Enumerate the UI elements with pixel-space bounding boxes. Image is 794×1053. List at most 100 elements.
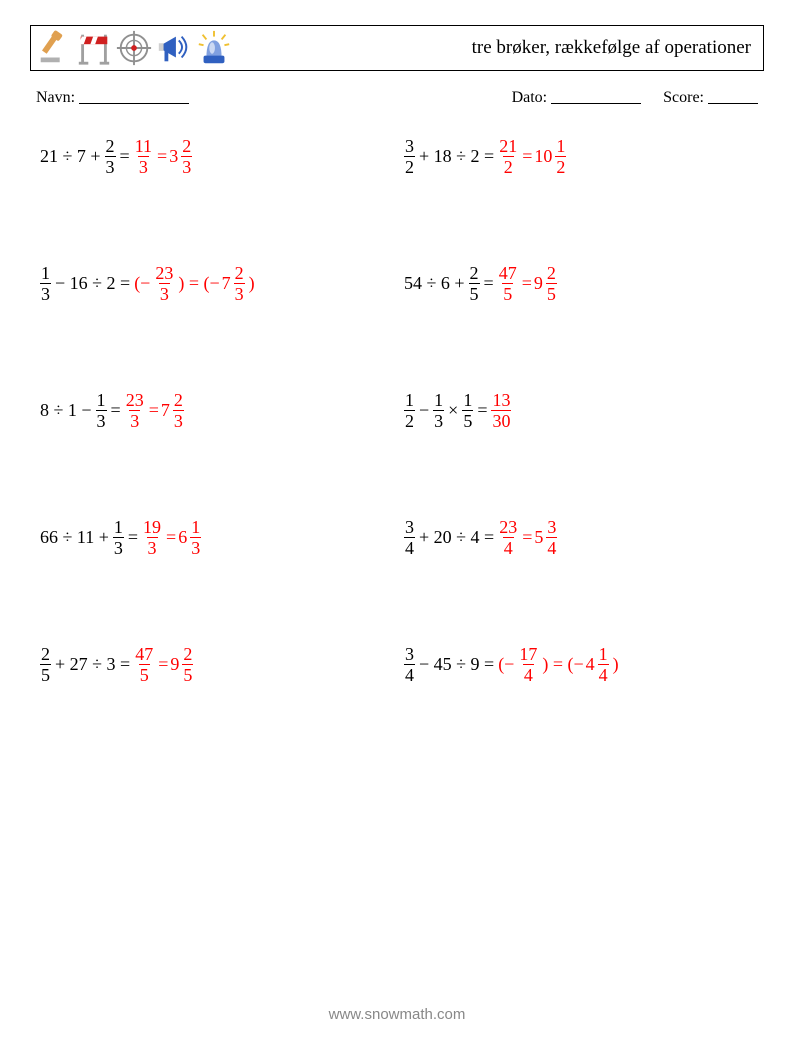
- fraction: 23: [105, 137, 116, 176]
- denominator: 3: [181, 156, 192, 176]
- problem-3: 13 − 16 ÷ 2 = (−233) = (−723): [38, 264, 392, 303]
- mixed-number: 723: [222, 264, 247, 303]
- denominator: 4: [546, 537, 557, 557]
- question-text: =: [484, 273, 494, 294]
- fraction: 13: [433, 391, 444, 430]
- fraction: 475: [134, 645, 154, 684]
- fraction: 34: [546, 518, 557, 557]
- fraction: 25: [546, 264, 557, 303]
- denominator: 3: [138, 156, 149, 176]
- denominator: 3: [129, 410, 140, 430]
- numerator: 19: [142, 518, 162, 537]
- answer-text: =: [157, 146, 167, 167]
- fraction: 34: [404, 518, 415, 557]
- megaphone-icon: [155, 29, 193, 67]
- denominator: 4: [503, 537, 514, 557]
- denominator: 3: [159, 283, 170, 303]
- question-text: + 20 ÷ 4 =: [419, 527, 494, 548]
- fraction: 14: [598, 645, 609, 684]
- denominator: 2: [404, 410, 415, 430]
- fraction: 233: [125, 391, 145, 430]
- denominator: 5: [469, 283, 480, 303]
- hurdle-icon: [75, 29, 113, 67]
- mixed-number: 323: [169, 137, 194, 176]
- numerator: 1: [462, 391, 473, 410]
- date-blank[interactable]: [551, 89, 641, 104]
- whole-part: 9: [170, 654, 179, 675]
- denominator: 5: [40, 664, 51, 684]
- score-label: Score:: [663, 89, 704, 107]
- numerator: 3: [546, 518, 557, 537]
- numerator: 1: [96, 391, 107, 410]
- numerator: 1: [598, 645, 609, 664]
- fraction: 23: [181, 137, 192, 176]
- fraction: 13: [96, 391, 107, 430]
- problem-8: 34 + 20 ÷ 4 = 234 = 534: [402, 518, 756, 557]
- answer-text: =: [149, 400, 159, 421]
- numerator: 1: [190, 518, 201, 537]
- numerator: 3: [404, 645, 415, 664]
- denominator: 5: [139, 664, 150, 684]
- question-text: + 18 ÷ 2 =: [419, 146, 494, 167]
- question-text: 21 ÷ 7 +: [40, 146, 101, 167]
- fraction: 193: [142, 518, 162, 557]
- problem-9: 25 + 27 ÷ 3 = 475 = 925: [38, 645, 392, 684]
- problem-4: 54 ÷ 6 + 25 = 475 = 925: [402, 264, 756, 303]
- numerator: 47: [134, 645, 154, 664]
- whole-part: 9: [534, 273, 543, 294]
- fraction: 475: [498, 264, 518, 303]
- numerator: 11: [134, 137, 153, 156]
- date-label: Dato:: [512, 89, 548, 107]
- fraction: 12: [555, 137, 566, 176]
- score-blank[interactable]: [708, 89, 758, 104]
- denominator: 5: [546, 283, 557, 303]
- fraction: 13: [113, 518, 124, 557]
- name-blank[interactable]: [79, 89, 189, 104]
- problems-grid: 21 ÷ 7 + 23 = 113 = 32332 + 18 ÷ 2 = 212…: [30, 137, 764, 684]
- numerator: 2: [469, 264, 480, 283]
- mixed-number: 534: [534, 518, 559, 557]
- question-text: =: [120, 146, 130, 167]
- numerator: 3: [404, 137, 415, 156]
- problem-1: 21 ÷ 7 + 23 = 113 = 323: [38, 137, 392, 176]
- question-text: =: [111, 400, 121, 421]
- answer-text: =: [522, 146, 532, 167]
- whole-part: 7: [222, 273, 231, 294]
- numerator: 23: [125, 391, 145, 410]
- fraction: 23: [173, 391, 184, 430]
- answer-text: =: [158, 654, 168, 675]
- name-label: Navn:: [36, 89, 75, 107]
- denominator: 3: [113, 537, 124, 557]
- answer-text: ) = (−: [542, 654, 583, 675]
- numerator: 21: [498, 137, 518, 156]
- mixed-number: 613: [178, 518, 203, 557]
- worksheet-title: tre brøker, rækkefølge af operationer: [472, 37, 751, 59]
- fraction: 12: [404, 391, 415, 430]
- numerator: 2: [234, 264, 245, 283]
- denominator: 30: [491, 410, 511, 430]
- worksheet-page: tre brøker, rækkefølge af operationer Na…: [0, 0, 794, 684]
- siren-icon: [195, 29, 233, 67]
- numerator: 2: [181, 137, 192, 156]
- numerator: 3: [404, 518, 415, 537]
- fraction: 25: [469, 264, 480, 303]
- answer-text: (−: [498, 654, 514, 675]
- question-text: 54 ÷ 6 +: [404, 273, 465, 294]
- problem-6: 12 − 13 × 15 = 1330: [402, 391, 756, 430]
- answer-text: =: [166, 527, 176, 548]
- denominator: 3: [105, 156, 116, 176]
- numerator: 1: [40, 264, 51, 283]
- mixed-number: 925: [534, 264, 559, 303]
- denominator: 3: [433, 410, 444, 430]
- fraction: 113: [134, 137, 153, 176]
- numerator: 1: [433, 391, 444, 410]
- fraction: 34: [404, 645, 415, 684]
- problem-10: 34 − 45 ÷ 9 = (−174) = (−4 14): [402, 645, 756, 684]
- numerator: 2: [173, 391, 184, 410]
- fraction: 212: [498, 137, 518, 176]
- mixed-number: 925: [170, 645, 195, 684]
- fraction: 1330: [491, 391, 511, 430]
- problem-7: 66 ÷ 11 + 13 = 193 = 613: [38, 518, 392, 557]
- numerator: 2: [105, 137, 116, 156]
- denominator: 2: [404, 156, 415, 176]
